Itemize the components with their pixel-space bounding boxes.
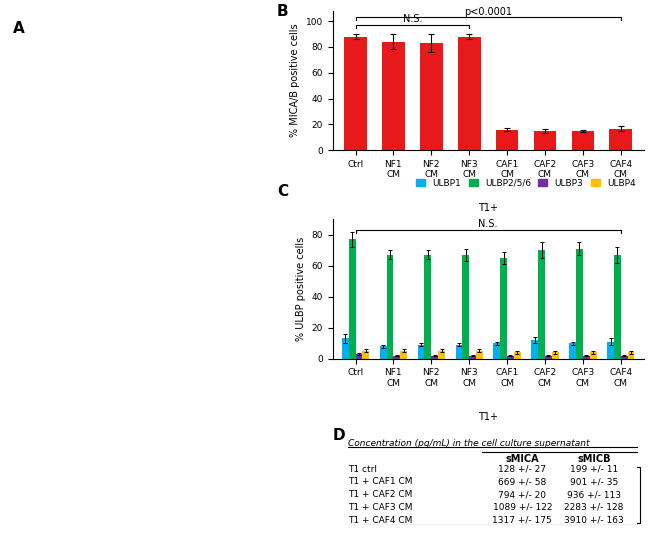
Bar xyxy=(496,130,519,150)
Bar xyxy=(621,355,628,359)
Text: 3910 +/- 163: 3910 +/- 163 xyxy=(564,516,623,525)
Bar xyxy=(614,255,621,359)
Bar xyxy=(432,355,438,359)
Text: T1 + CAF4 CM: T1 + CAF4 CM xyxy=(348,516,413,525)
Text: p<0.0001: p<0.0001 xyxy=(464,6,512,17)
Text: T1 + CAF1 CM: T1 + CAF1 CM xyxy=(348,478,413,487)
Bar xyxy=(420,43,443,150)
Bar xyxy=(583,355,590,359)
Text: 1317 +/- 175: 1317 +/- 175 xyxy=(493,516,552,525)
Bar xyxy=(418,345,424,359)
Text: 936 +/- 113: 936 +/- 113 xyxy=(567,490,621,499)
Bar xyxy=(569,343,576,359)
Bar xyxy=(531,340,538,359)
Bar xyxy=(362,351,369,359)
Y-axis label: % MICA/B positive cells: % MICA/B positive cells xyxy=(291,24,300,137)
Text: sMICA: sMICA xyxy=(506,454,539,464)
Text: 669 +/- 58: 669 +/- 58 xyxy=(498,478,547,487)
Bar xyxy=(400,351,407,359)
Bar xyxy=(514,353,521,359)
Legend: ULBP1, ULBP2/5/6, ULBP3, ULBP4: ULBP1, ULBP2/5/6, ULBP3, ULBP4 xyxy=(413,175,639,191)
Text: 794 +/- 20: 794 +/- 20 xyxy=(499,490,546,499)
Text: B: B xyxy=(277,4,289,19)
Bar xyxy=(393,355,400,359)
Bar xyxy=(590,353,597,359)
Bar xyxy=(438,351,445,359)
Bar xyxy=(610,129,632,150)
Text: N.S.: N.S. xyxy=(402,14,422,24)
Bar xyxy=(534,131,556,150)
Bar xyxy=(628,353,634,359)
Bar xyxy=(576,249,583,359)
Bar xyxy=(458,36,480,150)
Bar xyxy=(356,354,362,359)
Bar xyxy=(476,351,483,359)
Bar xyxy=(342,339,348,359)
Bar xyxy=(348,240,356,359)
Text: 199 +/- 11: 199 +/- 11 xyxy=(569,465,618,474)
Bar xyxy=(462,255,469,359)
Text: T1 + CAF2 CM: T1 + CAF2 CM xyxy=(348,490,413,499)
Text: 1089 +/- 122: 1089 +/- 122 xyxy=(493,503,552,512)
Bar xyxy=(507,355,514,359)
Bar xyxy=(500,258,507,359)
Bar xyxy=(382,42,405,150)
Bar xyxy=(387,255,393,359)
Text: sMICB: sMICB xyxy=(577,454,610,464)
Bar xyxy=(571,131,594,150)
Text: 2283 +/- 128: 2283 +/- 128 xyxy=(564,503,623,512)
Text: A: A xyxy=(13,21,25,36)
Text: T1 ctrl: T1 ctrl xyxy=(348,465,377,474)
Bar xyxy=(456,345,462,359)
Text: T1+: T1+ xyxy=(478,412,498,422)
Text: 901 +/- 35: 901 +/- 35 xyxy=(569,478,618,487)
Bar xyxy=(380,346,387,359)
Bar xyxy=(607,341,614,359)
Bar xyxy=(538,250,545,359)
Bar xyxy=(344,36,367,150)
Y-axis label: % ULBP positive cells: % ULBP positive cells xyxy=(296,237,306,341)
Bar xyxy=(424,255,432,359)
Text: D: D xyxy=(333,428,345,443)
Text: T1 + CAF3 CM: T1 + CAF3 CM xyxy=(348,503,413,512)
Text: 128 +/- 27: 128 +/- 27 xyxy=(499,465,546,474)
Text: C: C xyxy=(277,184,288,199)
Text: Concentration (pg/mL) in the cell culture supernatant: Concentration (pg/mL) in the cell cultur… xyxy=(348,440,590,449)
Bar xyxy=(493,343,501,359)
Bar xyxy=(545,355,552,359)
Text: T1+: T1+ xyxy=(478,203,498,213)
Bar xyxy=(469,355,476,359)
Bar xyxy=(552,353,558,359)
Text: N.S.: N.S. xyxy=(478,219,498,229)
